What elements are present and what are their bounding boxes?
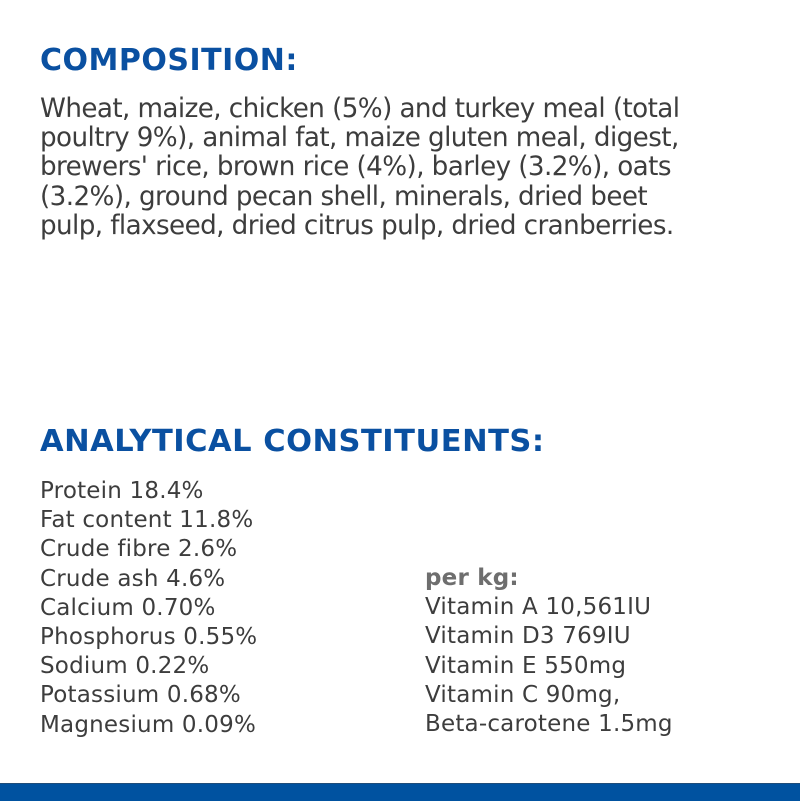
constituent-item: Potassium 0.68% bbox=[40, 682, 241, 709]
composition-line: brewers' rice, brown rice (4%), barley (… bbox=[40, 151, 671, 183]
constituent-item: Calcium 0.70% bbox=[40, 594, 216, 621]
constituent-item: Phosphorus 0.55% bbox=[40, 624, 258, 651]
vitamin-item: Vitamin A 10,561IU bbox=[425, 594, 652, 621]
composition-line: poultry 9%), animal fat, maize gluten me… bbox=[40, 122, 679, 154]
constituent-item: Magnesium 0.09% bbox=[40, 711, 256, 738]
constituents-list: Protein 18.4% Fat content 11.8% Crude fi… bbox=[40, 477, 257, 740]
composition-heading: COMPOSITION: bbox=[40, 43, 298, 78]
constituent-item: Sodium 0.22% bbox=[40, 653, 210, 680]
composition-line: (3.2%), ground pecan shell, minerals, dr… bbox=[40, 180, 648, 212]
vitamin-item: Vitamin C 90mg, bbox=[425, 681, 621, 708]
constituent-item: Protein 18.4% bbox=[40, 478, 204, 504]
composition-line: Wheat, maize, chicken (5%) and turkey me… bbox=[40, 93, 680, 124]
footer-color-band bbox=[0, 783, 800, 801]
vitamin-item: Beta-carotene 1.5mg bbox=[425, 711, 673, 738]
constituent-item: Fat content 11.8% bbox=[40, 507, 254, 534]
constituent-item: Crude fibre 2.6% bbox=[40, 536, 238, 563]
vitamin-item: Vitamin D3 769IU bbox=[425, 623, 631, 650]
vitamin-item: Vitamin E 550mg bbox=[425, 652, 627, 679]
analytical-constituents-heading: ANALYTICAL CONSTITUENTS: bbox=[40, 424, 545, 459]
composition-line: pulp, flaxseed, dried citrus pulp, dried… bbox=[40, 209, 674, 241]
per-kg-label: per kg: bbox=[425, 565, 519, 591]
constituent-item: Crude ash 4.6% bbox=[40, 565, 226, 592]
composition-text: Wheat, maize, chicken (5%) and turkey me… bbox=[40, 94, 738, 240]
per-kg-list: per kg: Vitamin A 10,561IU Vitamin D3 76… bbox=[425, 564, 673, 739]
